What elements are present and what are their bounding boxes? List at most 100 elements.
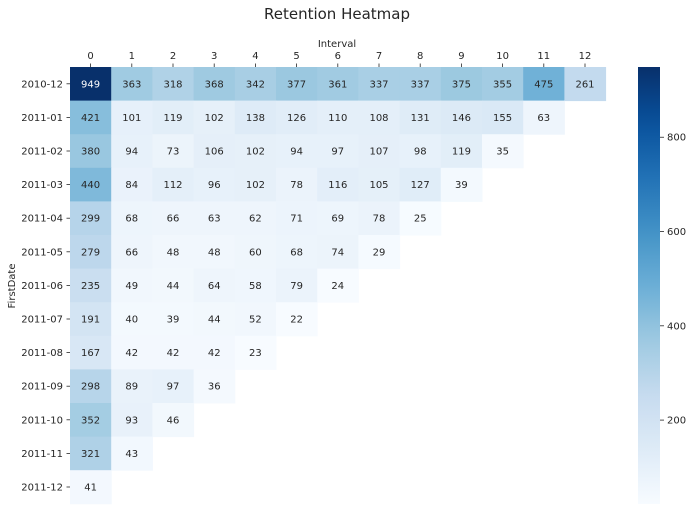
cell-value-label: 110 bbox=[328, 113, 347, 124]
cell-value-label: 98 bbox=[414, 147, 427, 158]
heatmap-cell bbox=[440, 134, 483, 169]
cell-value-label: 24 bbox=[331, 281, 344, 292]
heatmap-cell bbox=[358, 235, 401, 270]
cell-value-label: 146 bbox=[452, 113, 471, 124]
x-tick-label: 3 bbox=[211, 51, 217, 62]
cell-value-label: 421 bbox=[81, 113, 100, 124]
cell-value-label: 46 bbox=[167, 415, 180, 426]
heatmap-cell bbox=[70, 167, 112, 202]
cell-value-label: 89 bbox=[125, 382, 138, 393]
cell-value-label: 36 bbox=[208, 382, 221, 393]
y-tick-labels: 2010-12 2011-01 2011-02 2011-03 2011-04 2011-… bbox=[21, 79, 70, 494]
cell-value-label: 375 bbox=[452, 79, 471, 90]
heatmap-cell bbox=[111, 268, 153, 303]
cell-value-label: 42 bbox=[208, 348, 221, 359]
cell-value-label: 48 bbox=[208, 247, 221, 258]
y-tick-label: 2011-06 bbox=[21, 281, 63, 292]
cell-value-label: 131 bbox=[411, 113, 430, 124]
y-axis-label: FirstDate bbox=[7, 264, 18, 309]
cell-value-label: 94 bbox=[125, 147, 138, 158]
cell-value-label: 102 bbox=[246, 147, 265, 158]
heatmap-cell bbox=[70, 470, 112, 505]
cell-value-label: 97 bbox=[331, 147, 344, 158]
heatmap-cell bbox=[234, 235, 277, 270]
heatmap-cell bbox=[276, 67, 318, 102]
cell-value-label: 79 bbox=[290, 281, 303, 292]
y-tick-label: 2011-04 bbox=[21, 214, 63, 225]
x-tick-label: 11 bbox=[537, 51, 550, 62]
heatmap-cell bbox=[276, 302, 318, 337]
heatmap-cell bbox=[193, 335, 236, 370]
cell-value-label: 102 bbox=[246, 180, 265, 191]
heatmap-cell bbox=[152, 268, 195, 303]
heatmap-cell bbox=[111, 302, 153, 337]
y-tick-label: 2011-12 bbox=[21, 483, 63, 494]
heatmap-cell bbox=[152, 134, 195, 169]
cell-value-label: 68 bbox=[125, 214, 138, 225]
cell-value-label: 41 bbox=[84, 483, 97, 494]
cell-value-label: 380 bbox=[81, 147, 100, 158]
cell-value-label: 73 bbox=[167, 147, 180, 158]
heatmap-cell bbox=[111, 167, 153, 202]
cell-value-label: 63 bbox=[537, 113, 550, 124]
x-tick-label: 5 bbox=[293, 51, 299, 62]
cell-value-label: 69 bbox=[331, 214, 344, 225]
colorbar-tick-label: 800 bbox=[667, 133, 686, 144]
cell-value-label: 22 bbox=[290, 315, 303, 326]
y-tick-label: 2011-10 bbox=[21, 415, 63, 426]
cell-value-label: 44 bbox=[208, 315, 221, 326]
cell-value-label: 261 bbox=[575, 79, 594, 90]
cell-value-label: 106 bbox=[205, 147, 224, 158]
cell-value-label: 43 bbox=[125, 449, 138, 460]
x-tick-label: 7 bbox=[376, 51, 382, 62]
cell-value-label: 235 bbox=[81, 281, 100, 292]
cell-value-label: 63 bbox=[208, 214, 221, 225]
cell-value-label: 337 bbox=[369, 79, 388, 90]
cell-value-label: 39 bbox=[167, 315, 180, 326]
heatmap-cell bbox=[358, 67, 401, 102]
heatmap-cell bbox=[193, 201, 236, 236]
cell-value-label: 361 bbox=[328, 79, 347, 90]
cell-value-label: 52 bbox=[249, 315, 262, 326]
heatmap-cell bbox=[111, 134, 153, 169]
x-tick-label: 12 bbox=[579, 51, 592, 62]
heatmap-cell bbox=[234, 201, 277, 236]
cell-value-label: 96 bbox=[208, 180, 221, 191]
heatmap-cell bbox=[70, 268, 112, 303]
cell-value-label: 42 bbox=[167, 348, 180, 359]
cell-value-label: 93 bbox=[125, 415, 138, 426]
cell-value-label: 101 bbox=[122, 113, 141, 124]
heatmap-cell bbox=[317, 268, 359, 303]
cell-value-label: 108 bbox=[369, 113, 388, 124]
cell-value-label: 39 bbox=[455, 180, 468, 191]
cell-value-label: 78 bbox=[290, 180, 303, 191]
cell-value-label: 42 bbox=[125, 348, 138, 359]
cell-value-label: 35 bbox=[496, 147, 509, 158]
heatmap-cell bbox=[193, 134, 236, 169]
heatmap-cell bbox=[70, 201, 112, 236]
heatmap-cell bbox=[399, 67, 442, 102]
heatmap-cell bbox=[70, 134, 112, 169]
heatmap-cell bbox=[358, 167, 401, 202]
heatmap-cell bbox=[193, 100, 236, 135]
cell-value-label: 48 bbox=[167, 247, 180, 258]
heatmap-cell bbox=[276, 235, 318, 270]
y-tick-label: 2011-01 bbox=[21, 113, 63, 124]
x-tick-label: 1 bbox=[129, 51, 135, 62]
cell-value-label: 368 bbox=[205, 79, 224, 90]
heatmap-cell bbox=[358, 201, 401, 236]
cell-value-label: 119 bbox=[163, 113, 182, 124]
heatmap-cell bbox=[317, 100, 359, 135]
cell-value-label: 167 bbox=[81, 348, 100, 359]
cell-value-label: 78 bbox=[373, 214, 386, 225]
cell-value-label: 337 bbox=[411, 79, 430, 90]
heatmap-cell bbox=[399, 201, 442, 236]
colorbar-tick-label: 200 bbox=[667, 416, 686, 427]
heatmap-cell bbox=[152, 302, 195, 337]
cell-value-label: 475 bbox=[534, 79, 553, 90]
cell-value-label: 127 bbox=[411, 180, 430, 191]
heatmap-cell bbox=[70, 100, 112, 135]
heatmap-cell bbox=[317, 201, 359, 236]
colorbar-tick-label: 400 bbox=[667, 321, 686, 332]
heatmap-cell bbox=[276, 167, 318, 202]
